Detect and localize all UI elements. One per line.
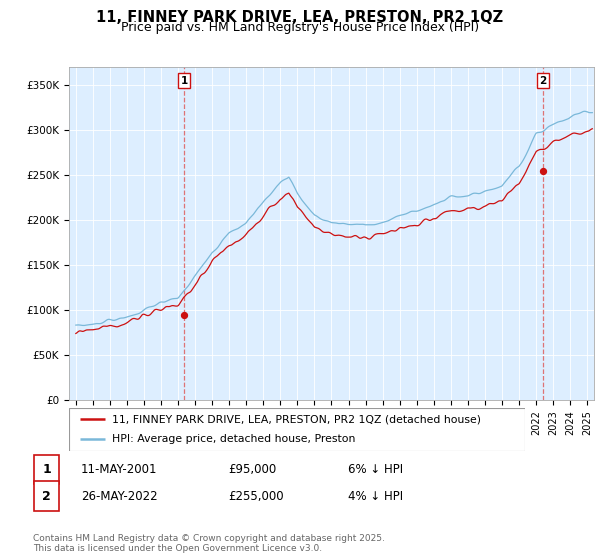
Text: 1: 1 [181,76,188,86]
Text: 11, FINNEY PARK DRIVE, LEA, PRESTON, PR2 1QZ (detached house): 11, FINNEY PARK DRIVE, LEA, PRESTON, PR2… [112,414,481,424]
Text: 26-MAY-2022: 26-MAY-2022 [81,489,158,503]
FancyBboxPatch shape [34,482,59,511]
Point [538,166,548,175]
Text: 4% ↓ HPI: 4% ↓ HPI [348,489,403,503]
Text: Price paid vs. HM Land Registry's House Price Index (HPI): Price paid vs. HM Land Registry's House … [121,21,479,34]
Text: HPI: Average price, detached house, Preston: HPI: Average price, detached house, Pres… [112,434,356,444]
Text: £255,000: £255,000 [228,489,284,503]
Text: 11-MAY-2001: 11-MAY-2001 [81,463,157,476]
Text: 2: 2 [539,76,547,86]
Text: Contains HM Land Registry data © Crown copyright and database right 2025.
This d: Contains HM Land Registry data © Crown c… [33,534,385,553]
Text: 6% ↓ HPI: 6% ↓ HPI [348,463,403,476]
Point [179,310,189,319]
FancyBboxPatch shape [34,455,59,484]
Text: £95,000: £95,000 [228,463,276,476]
Text: 11, FINNEY PARK DRIVE, LEA, PRESTON, PR2 1QZ: 11, FINNEY PARK DRIVE, LEA, PRESTON, PR2… [97,10,503,25]
Text: 2: 2 [42,489,51,503]
FancyBboxPatch shape [69,408,525,451]
Text: 1: 1 [42,463,51,476]
